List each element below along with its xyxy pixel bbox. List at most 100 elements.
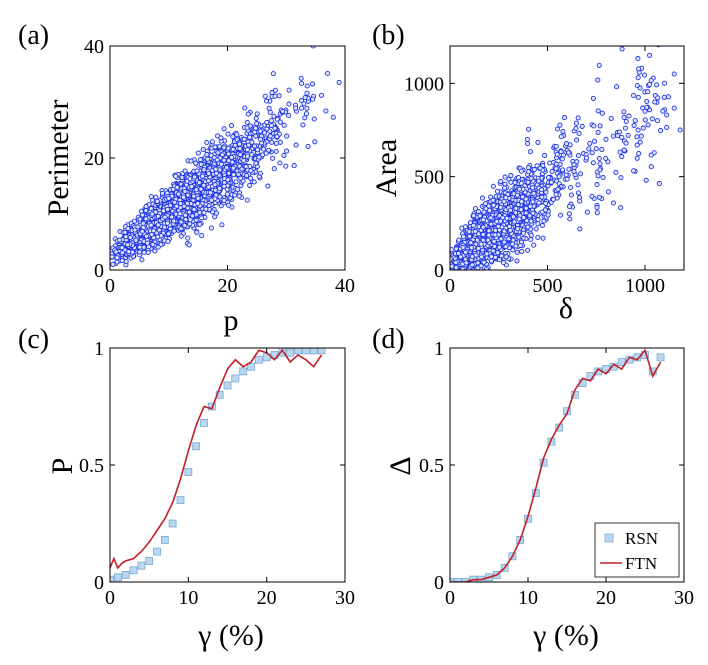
scatter-cloud-point	[577, 198, 583, 204]
scatter-cloud-point	[524, 136, 530, 143]
scatter-cloud-point	[189, 213, 196, 219]
scatter-cloud-point	[637, 139, 643, 145]
scatter-point	[110, 261, 116, 267]
scatter-cloud-point	[664, 112, 670, 118]
scatter-cloud-point	[649, 116, 655, 122]
scatter-cloud-point	[647, 81, 653, 88]
scatter-cloud-point	[665, 94, 671, 100]
scatter-cloud-point	[199, 215, 205, 221]
scatter-cloud-point	[178, 200, 184, 207]
scatter-cloud-point	[518, 207, 524, 213]
scatter-cloud-point	[273, 140, 279, 146]
scatter-cloud-point	[592, 138, 598, 144]
scatter-cloud-point	[330, 114, 336, 120]
y-tick-label: 40	[84, 36, 104, 58]
scatter-cloud-point	[613, 169, 619, 175]
scatter-point	[133, 237, 139, 243]
scatter-cloud-point	[192, 174, 198, 180]
scatter-cloud-point	[526, 126, 532, 132]
scatter-cloud-point	[273, 148, 279, 155]
scatter-cloud-point	[139, 257, 145, 263]
scatter-cloud-point	[514, 249, 520, 255]
scatter-cloud-point	[272, 87, 278, 93]
scatter-cloud-point	[530, 185, 536, 191]
scatter-cloud-point	[237, 152, 243, 158]
scatter-cloud-point	[648, 164, 654, 170]
scatter-cloud-point	[263, 150, 269, 156]
scatter-cloud-point	[575, 152, 581, 159]
scatter-cloud-point	[126, 249, 132, 255]
scatter-cloud-point	[586, 146, 592, 152]
scatter-cloud-point	[554, 126, 560, 132]
scatter-cloud-point	[262, 93, 268, 99]
scatter-cloud-point	[216, 143, 223, 149]
scatter-cloud-point	[481, 209, 487, 215]
scatter-cloud-point	[528, 232, 534, 238]
scatter-cloud-point	[244, 153, 251, 159]
scatter-cloud-point	[508, 173, 514, 179]
scatter-cloud-point	[195, 200, 201, 207]
scatter-cloud-point	[248, 168, 254, 174]
scatter-cloud-point	[228, 123, 235, 129]
scatter-cloud-point	[198, 186, 204, 192]
scatter-cloud-point	[274, 116, 280, 122]
scatter-cloud-point	[617, 149, 623, 155]
scatter-cloud-point	[247, 134, 253, 140]
scatter-cloud-point	[256, 154, 262, 160]
scatter-point	[253, 133, 259, 139]
scatter-cloud-point	[557, 161, 563, 167]
scatter-cloud-point	[533, 226, 539, 232]
scatter-cloud-point	[239, 166, 245, 172]
scatter-cloud-point	[636, 150, 642, 157]
scatter-cloud-point	[568, 192, 574, 198]
scatter-cloud-point	[566, 211, 572, 217]
scatter-cloud-point	[325, 70, 331, 77]
scatter-cloud-point	[170, 186, 176, 192]
scatter-cloud-point	[169, 214, 175, 220]
scatter-cloud-point	[236, 141, 243, 147]
scatter-cloud-point	[174, 203, 180, 209]
scatter-cloud-point	[165, 231, 172, 237]
plot-area	[450, 39, 683, 270]
scatter-cloud-point	[137, 244, 143, 250]
scatter-cloud-point	[634, 134, 640, 140]
scatter-cloud-point	[221, 197, 227, 204]
scatter-cloud-point	[557, 122, 563, 128]
scatter-cloud-point	[205, 156, 211, 162]
scatter-cloud-point	[647, 52, 653, 58]
scatter-point	[318, 92, 325, 98]
scatter-cloud-point	[490, 197, 496, 203]
scatter-cloud-point	[225, 145, 231, 151]
scatter-cloud-point	[605, 189, 612, 195]
scatter-point	[180, 194, 186, 200]
scatter-cloud-point	[187, 221, 193, 227]
scatter-point	[196, 180, 202, 186]
scatter-cloud-point	[610, 133, 616, 139]
scatter-cloud-point	[635, 127, 641, 133]
scatter-cloud-point	[658, 128, 664, 134]
scatter-cloud-point	[197, 157, 204, 163]
scatter-cloud-point	[110, 254, 115, 260]
scatter-cloud-point	[575, 115, 581, 121]
scatter-point	[261, 130, 268, 136]
scatter-cloud-point	[226, 202, 232, 208]
scatter-cloud-point	[596, 194, 602, 200]
x-tick-label: 0	[105, 275, 115, 297]
scatter-cloud-point	[516, 174, 522, 181]
scatter-cloud-point	[221, 183, 227, 189]
scatter-cloud-point	[143, 233, 149, 239]
scatter-cloud-point	[528, 218, 534, 224]
scatter-cloud-point	[574, 137, 580, 143]
scatter-cloud-point	[508, 179, 514, 185]
y-tick-label: 20	[84, 148, 104, 170]
scatter-cloud-point	[293, 142, 299, 148]
scatter-cloud-point	[669, 39, 673, 43]
scatter-cloud-point	[498, 178, 504, 184]
scatter-cloud-point	[242, 105, 248, 111]
scatter-cloud-point	[469, 262, 475, 268]
scatter-cloud-point	[640, 125, 646, 131]
scatter-cloud-point	[281, 122, 287, 128]
scatter-cloud-point	[661, 94, 667, 100]
scatter-cloud-point	[208, 152, 214, 158]
scatter-cloud-point	[584, 209, 590, 215]
